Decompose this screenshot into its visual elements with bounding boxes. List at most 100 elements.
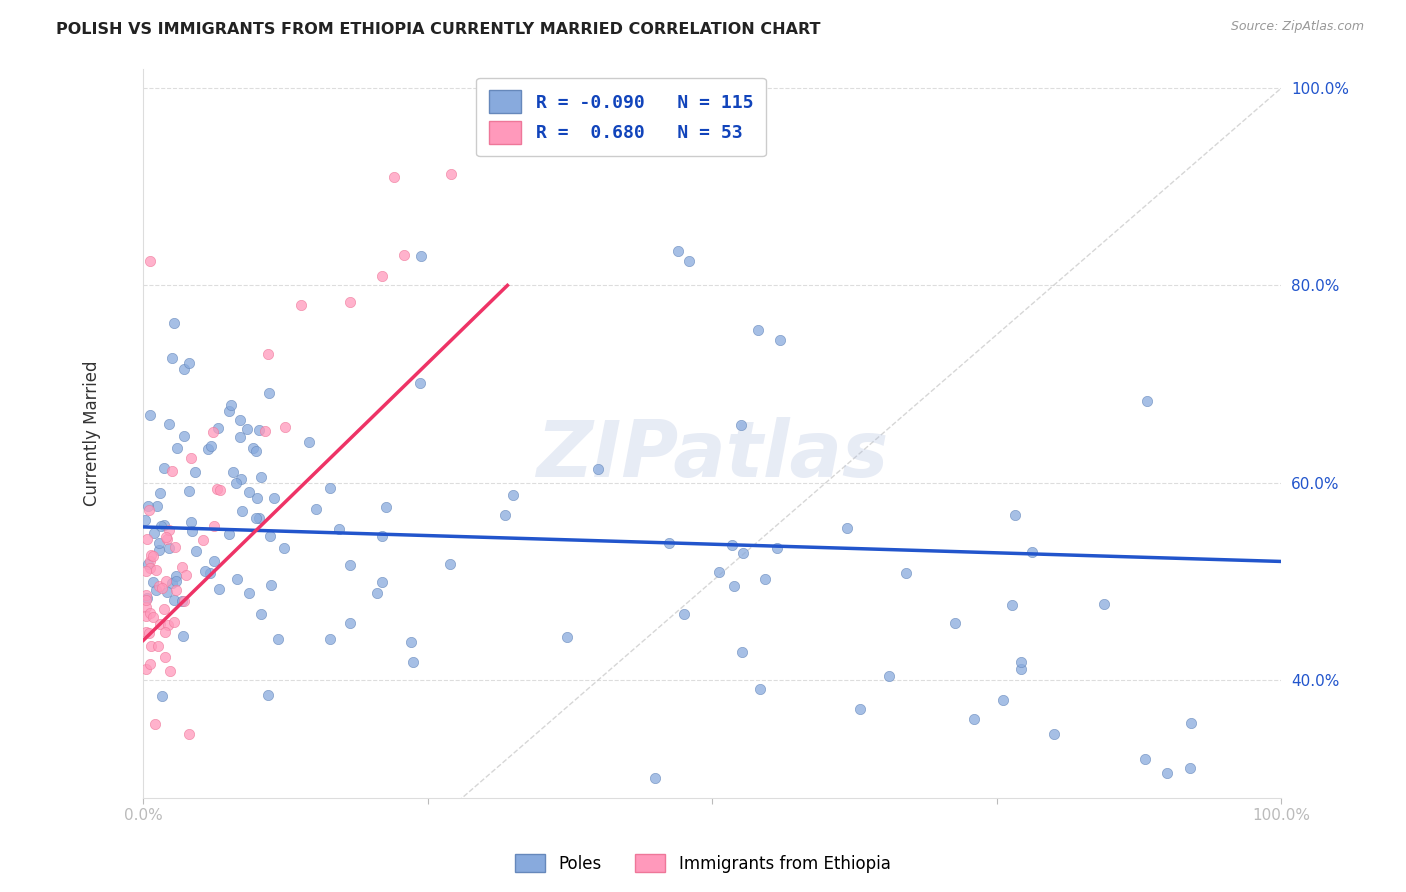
Point bbox=[555, 630, 578, 644]
Point bbox=[747, 323, 769, 337]
Point bbox=[837, 521, 859, 535]
Point bbox=[156, 584, 179, 599]
Point bbox=[160, 351, 183, 366]
Point bbox=[1010, 661, 1032, 675]
Text: ZIPatlas: ZIPatlas bbox=[536, 417, 889, 493]
Point bbox=[382, 169, 405, 184]
Point bbox=[174, 567, 197, 582]
Text: Currently Married: Currently Married bbox=[83, 360, 101, 506]
Point bbox=[172, 629, 194, 643]
Point bbox=[218, 404, 240, 418]
Point bbox=[319, 481, 342, 495]
Point bbox=[184, 465, 207, 479]
Point bbox=[180, 524, 202, 538]
Point bbox=[319, 632, 342, 647]
Point bbox=[170, 594, 193, 608]
Point bbox=[184, 544, 207, 558]
Point bbox=[290, 298, 312, 312]
Point bbox=[721, 538, 744, 552]
Point bbox=[163, 615, 186, 629]
Point bbox=[439, 557, 461, 571]
Point bbox=[135, 624, 157, 639]
Point bbox=[991, 693, 1014, 707]
Point bbox=[253, 424, 276, 438]
Point bbox=[143, 717, 166, 731]
Point bbox=[209, 483, 232, 497]
Point bbox=[202, 425, 225, 440]
Point bbox=[374, 500, 396, 514]
Point bbox=[894, 566, 917, 581]
Point bbox=[259, 578, 281, 592]
Point bbox=[1004, 508, 1026, 522]
Point bbox=[263, 491, 285, 506]
Point bbox=[155, 574, 177, 588]
Point bbox=[173, 428, 195, 442]
Point bbox=[150, 519, 173, 533]
Point bbox=[148, 542, 170, 557]
Point bbox=[943, 616, 966, 631]
Point bbox=[1092, 597, 1115, 611]
Point bbox=[409, 249, 432, 263]
Point bbox=[231, 472, 253, 486]
Point bbox=[218, 526, 240, 541]
Point bbox=[156, 532, 179, 546]
Point bbox=[236, 422, 259, 436]
Point bbox=[666, 244, 689, 258]
Point bbox=[142, 575, 165, 590]
Point bbox=[245, 443, 267, 458]
Point bbox=[963, 712, 986, 726]
Point bbox=[180, 515, 202, 529]
Point bbox=[730, 417, 752, 432]
Point bbox=[222, 465, 245, 479]
Point bbox=[219, 398, 242, 412]
Point bbox=[165, 574, 187, 589]
Point bbox=[766, 541, 789, 556]
Point bbox=[402, 656, 425, 670]
Point bbox=[165, 582, 187, 597]
Point bbox=[155, 530, 177, 544]
Point bbox=[139, 253, 162, 268]
Point bbox=[678, 253, 700, 268]
Point bbox=[146, 640, 169, 654]
Point bbox=[177, 356, 200, 370]
Point bbox=[731, 645, 754, 659]
Point bbox=[157, 618, 180, 632]
Point bbox=[245, 511, 267, 525]
Point bbox=[142, 549, 165, 564]
Point bbox=[139, 561, 162, 575]
Point bbox=[173, 594, 195, 608]
Point bbox=[135, 600, 157, 615]
Point bbox=[877, 669, 900, 683]
Point bbox=[1010, 655, 1032, 669]
Point bbox=[733, 546, 755, 560]
Point bbox=[135, 533, 157, 547]
Point bbox=[394, 248, 416, 262]
Point bbox=[163, 316, 186, 330]
Point bbox=[139, 606, 162, 620]
Point bbox=[146, 500, 169, 514]
Point bbox=[246, 491, 269, 506]
Point bbox=[207, 421, 229, 435]
Point bbox=[134, 513, 156, 527]
Point bbox=[208, 582, 231, 596]
Point bbox=[153, 461, 176, 475]
Point bbox=[1156, 766, 1178, 780]
Point bbox=[502, 487, 524, 501]
Point bbox=[226, 573, 249, 587]
Point bbox=[139, 548, 162, 562]
Point bbox=[198, 566, 221, 581]
Point bbox=[153, 602, 176, 616]
Point bbox=[305, 502, 328, 516]
Point bbox=[409, 376, 432, 390]
Point bbox=[159, 664, 181, 678]
Text: POLISH VS IMMIGRANTS FROM ETHIOPIA CURRENTLY MARRIED CORRELATION CHART: POLISH VS IMMIGRANTS FROM ETHIOPIA CURRE… bbox=[56, 22, 821, 37]
Point bbox=[231, 503, 253, 517]
Point bbox=[136, 499, 159, 513]
Point bbox=[157, 524, 180, 538]
Point bbox=[139, 409, 162, 423]
Point bbox=[150, 689, 173, 703]
Point bbox=[339, 616, 361, 631]
Point bbox=[163, 593, 186, 607]
Point bbox=[494, 508, 516, 522]
Point bbox=[202, 519, 225, 533]
